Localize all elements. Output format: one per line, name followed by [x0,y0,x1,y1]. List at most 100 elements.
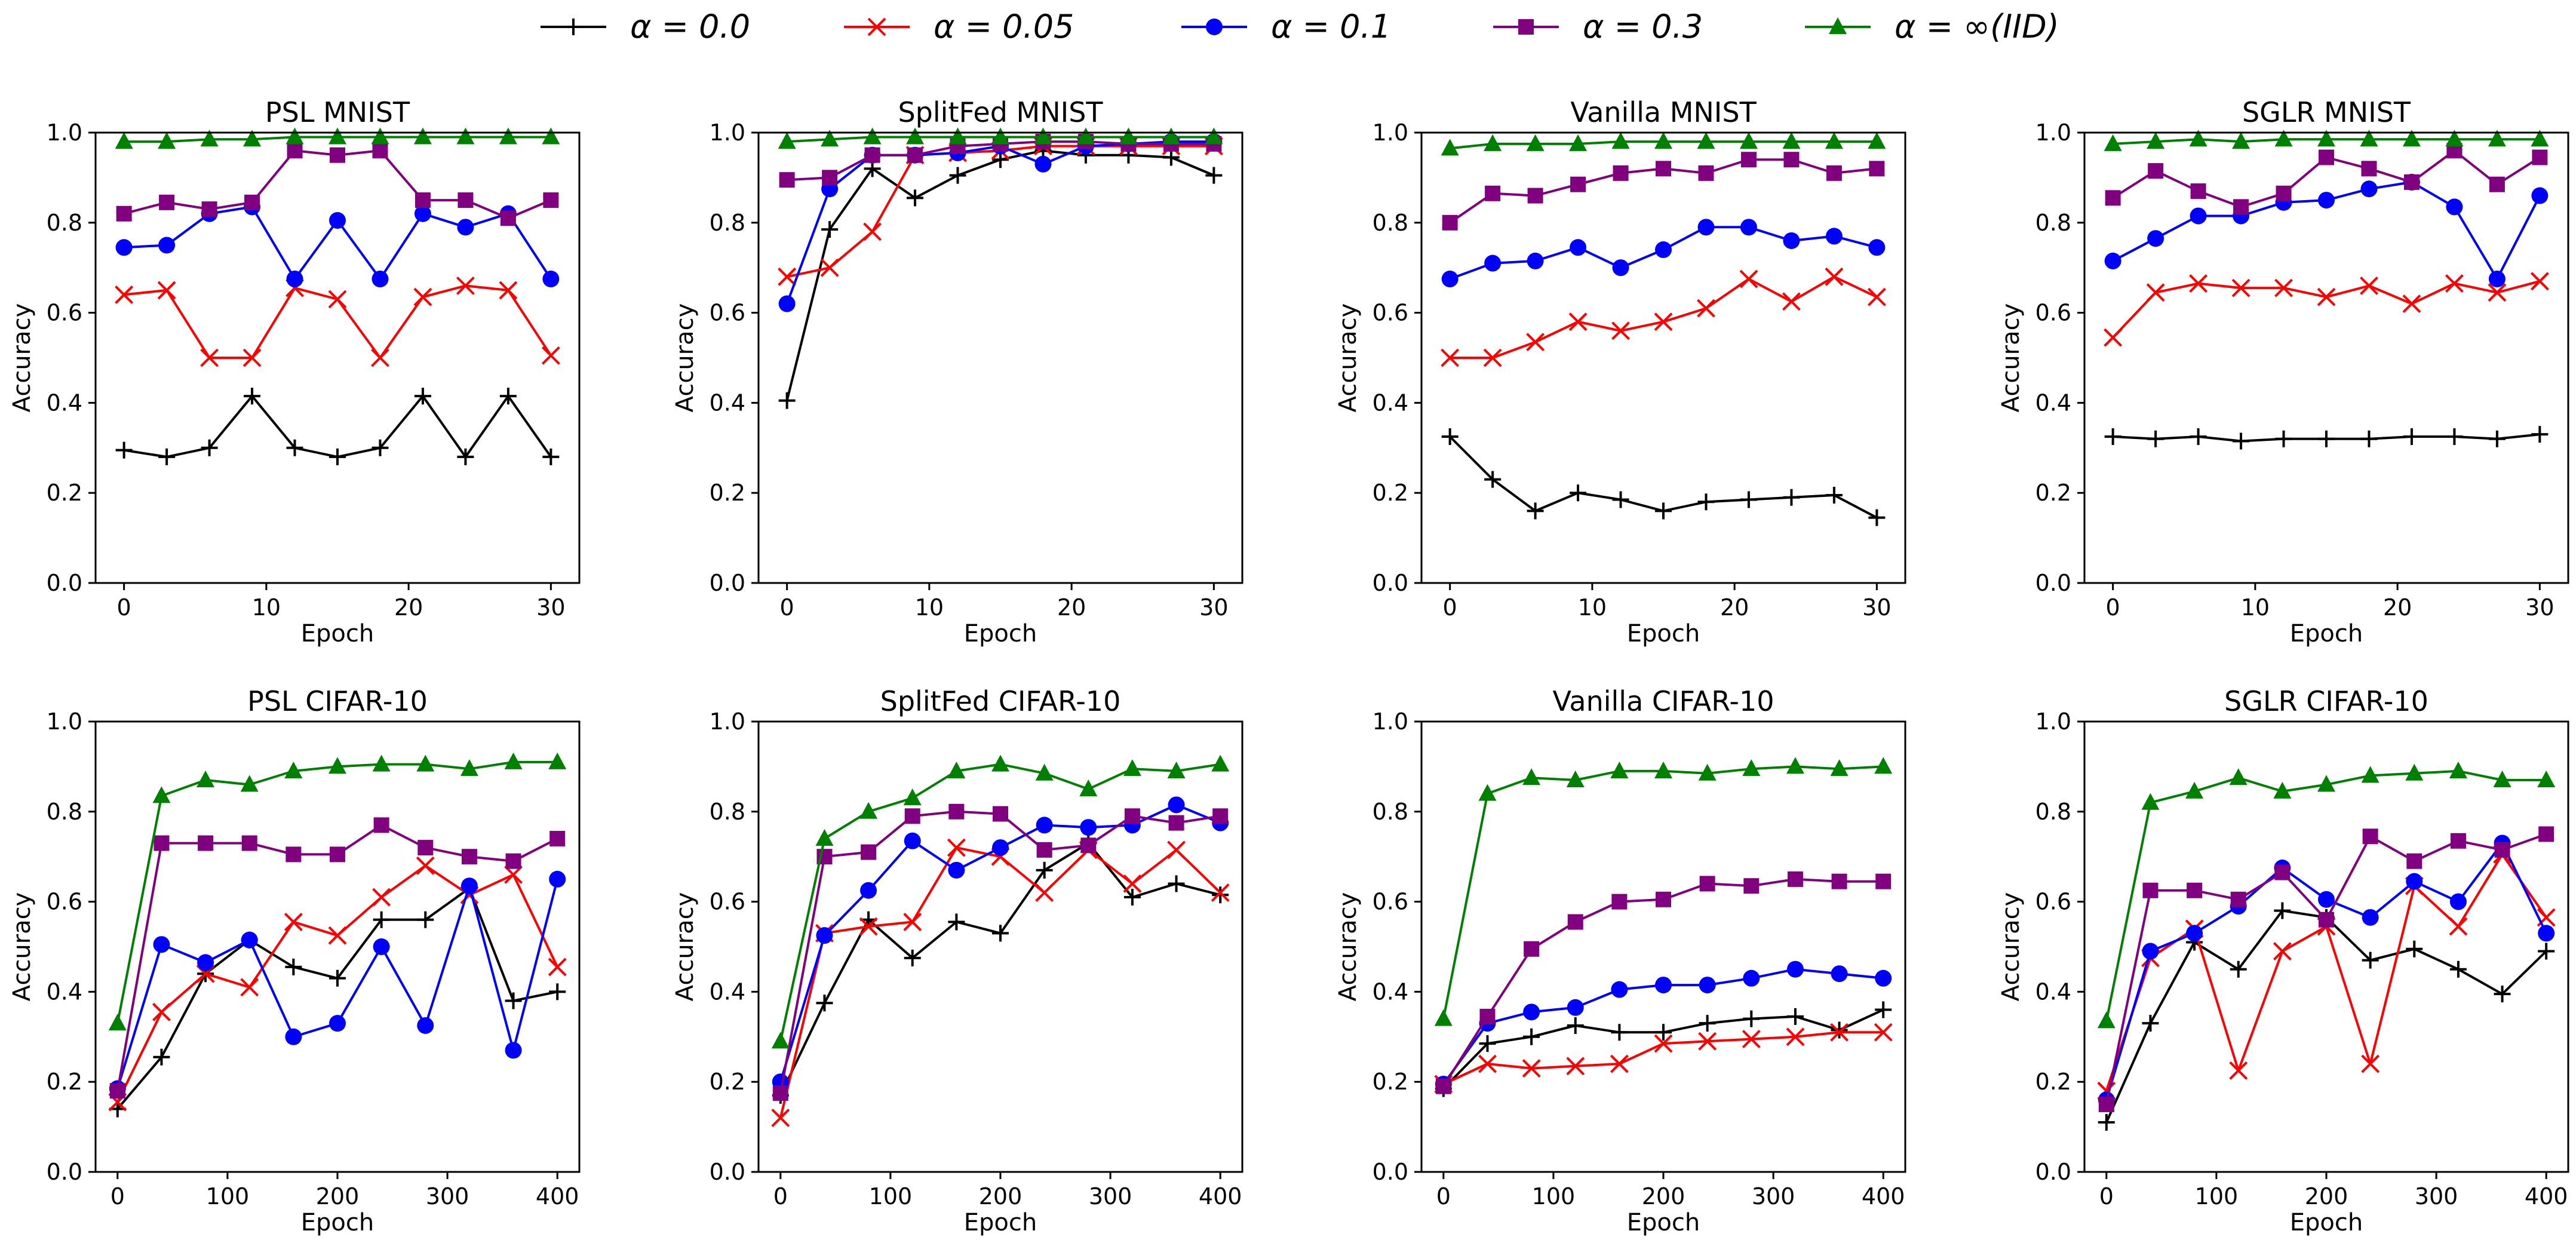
data-point [240,775,259,792]
subplot: PSL CIFAR-10 0 100 200 300 400 0.0 0.2 0.4 0.6 0.8… [8,685,581,1236]
subplot: Vanilla CIFAR-10 0 100 200 300 400 0.0 0.2 0.4 0.… [1334,685,1906,1236]
y-tick-label: 0.0 [2035,1159,2071,1185]
data-point [115,132,133,149]
y-tick-label: 1.0 [2035,708,2071,735]
data-point [2142,1015,2159,1032]
series-line [124,395,552,458]
y-axis-label: Accuracy [671,303,699,413]
data-point [2402,130,2421,147]
data-point [109,1083,125,1099]
data-point [1485,185,1501,201]
series-line [2105,842,2547,1100]
series-line [124,284,552,359]
data-point [2405,763,2424,781]
data-point [2445,130,2464,147]
data-point [1698,165,1714,181]
subplot: PSL MNIST 0 10 20 30 0.0 0.2 0.4 0.6 0.8 1.0 Epoch A… [8,96,581,647]
subplot-title: Vanilla CIFAR-10 [1552,685,1774,717]
subplot-title: PSL CIFAR-10 [247,685,428,717]
data-point [2189,130,2207,147]
data-point [2530,272,2549,291]
data-point [1654,312,1673,332]
legend-entry: α = 0.0 [541,8,750,45]
data-point [505,1042,522,1059]
data-point [1874,757,1893,774]
data-point [549,831,566,847]
data-point [2531,187,2549,204]
data-point [1786,1008,1804,1025]
series [108,752,567,1031]
x-tick-label: 0 [2099,1183,2114,1210]
data-point [1570,484,1587,502]
data-point [1786,960,1804,978]
x-tick-label: 400 [536,1183,579,1210]
data-point [456,127,475,145]
data-point [2361,161,2377,177]
data-point [2233,432,2250,450]
data-point [241,931,258,949]
data-point [1875,969,1892,987]
data-point [153,1048,170,1066]
data-point [2532,149,2548,165]
data-point [505,992,522,1009]
data-point [1611,894,1628,910]
y-tick-label: 0.8 [710,799,745,825]
data-point [1442,214,1458,231]
data-point [1698,763,1717,781]
data-point [1567,1017,1584,1034]
legend: α = 0.0 α = 0.05 α = 0.1 α = 0.3 α = ∞(IID) [541,8,2059,45]
data-point [948,861,965,879]
series [115,276,560,367]
data-point [549,983,566,1000]
data-point [1611,132,1630,149]
data-point [2190,428,2207,445]
data-point [2274,278,2293,297]
data-point [1875,873,1892,889]
data-point [2488,271,2506,288]
axes-frame [757,720,1244,1173]
series [2097,761,2556,1029]
subplot-title: SGLR CIFAR-10 [2224,685,2428,717]
y-tick-label: 0.4 [47,389,82,416]
data-point [2318,891,2335,908]
data-point [1699,876,1715,892]
data-point [991,754,1009,772]
data-point [2274,130,2293,147]
data-point [1826,165,1842,181]
data-point [904,808,920,824]
data-point [244,194,260,210]
data-point [461,849,477,865]
legend-entry: α = 0.1 [1181,8,1391,45]
axes-frame [2083,131,2569,584]
data-point [1527,502,1544,520]
data-point [1168,815,1184,831]
x-tick-label: 100 [1532,1183,1576,1210]
data-point [1167,761,1186,778]
data-point [2538,925,2555,942]
data-point [548,957,567,977]
y-tick-label: 0.0 [47,1159,82,1185]
y-tick-label: 0.8 [2035,210,2071,236]
data-point [864,147,880,163]
series [1441,267,1886,367]
x-tick-label: 20 [1720,594,1749,621]
subplot: Vanilla MNIST 0 10 20 30 0.0 0.2 0.4 0.6 0.8 1.0 Ep… [1334,96,1906,647]
data-point [1212,886,1229,904]
data-point [1076,127,1095,145]
data-point [201,439,218,456]
series [2104,272,2549,347]
data-point [2190,183,2206,199]
x-axis-label: Epoch [1627,1209,1700,1236]
data-point [1697,493,1715,511]
data-point [416,754,435,772]
legend-label: α = 0.3 [1583,8,1703,45]
data-point [1782,132,1801,149]
series [772,803,1229,1101]
data-point [2148,163,2164,179]
series [2104,130,2549,151]
data-point [1484,134,1502,151]
y-tick-label: 0.4 [2035,389,2071,416]
subplot-title: PSL MNIST [265,96,410,128]
data-point [991,127,1009,145]
data-point [1569,134,1588,151]
